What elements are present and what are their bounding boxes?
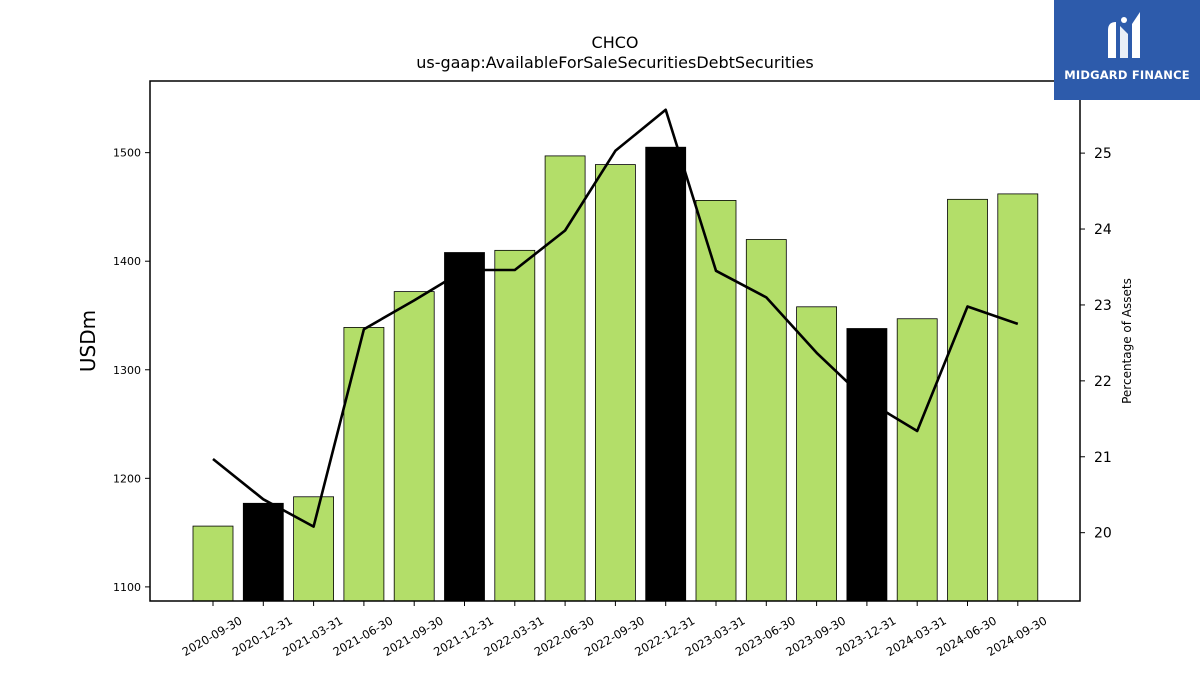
bar — [393, 291, 435, 602]
bar — [293, 496, 335, 602]
y-axis-label: USDm — [76, 310, 100, 372]
y-tick-label: 1300 — [113, 364, 141, 377]
y2-tick-label: 25 — [1094, 146, 1112, 162]
bar — [796, 306, 837, 602]
bar — [544, 155, 586, 602]
bar — [846, 328, 888, 602]
brand-name: MIDGARD FINANCE — [1064, 68, 1190, 82]
bar — [242, 502, 284, 602]
bar — [745, 239, 787, 602]
y2-tick-label: 21 — [1094, 450, 1112, 466]
bar — [896, 318, 938, 602]
bar — [645, 146, 687, 602]
y2-tick-label: 24 — [1094, 222, 1112, 238]
bar — [343, 327, 385, 602]
bar — [997, 193, 1039, 602]
chart-subtitle: us-gaap:AvailableForSaleSecuritiesDebtSe… — [416, 53, 814, 72]
y2-tick-label: 20 — [1094, 526, 1112, 542]
y2-tick-label: 23 — [1094, 298, 1112, 314]
chart-title: CHCO — [592, 33, 639, 52]
bar — [494, 249, 536, 602]
bar — [947, 198, 988, 602]
series-line — [212, 108, 1019, 528]
y-tick-label: 1400 — [113, 255, 141, 268]
y-tick-label: 1500 — [113, 147, 141, 160]
midgard-logo-icon — [1108, 12, 1140, 58]
bar — [695, 200, 737, 602]
bar — [444, 252, 485, 602]
y-tick-label: 1100 — [113, 581, 141, 594]
y-tick-label: 1200 — [113, 472, 141, 485]
bar — [595, 164, 636, 602]
brand-logo: MIDGARD FINANCE — [1054, 0, 1200, 100]
y2-tick-label: 22 — [1094, 374, 1112, 390]
y2-axis-label: Percentage of Assets — [1120, 278, 1134, 404]
bar — [192, 525, 234, 602]
